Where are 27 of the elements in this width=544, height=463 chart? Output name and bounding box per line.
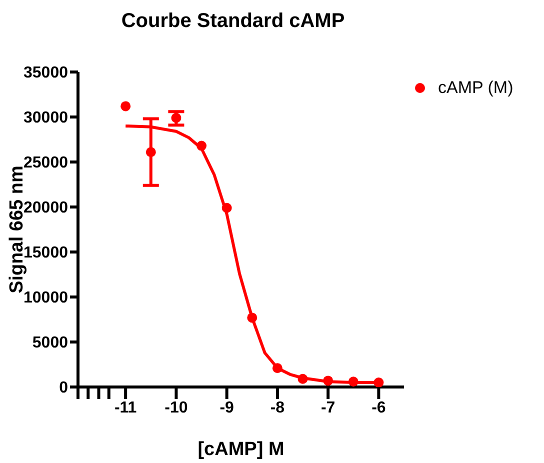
chart-title: Courbe Standard cAMP bbox=[120, 10, 346, 33]
legend-label: cAMP (M) bbox=[438, 78, 514, 98]
point bbox=[171, 112, 182, 123]
x-axis-title: [cAMP] M bbox=[198, 439, 284, 460]
x-tick-label: -6 bbox=[372, 399, 386, 416]
y-tick-label: 15000 bbox=[24, 244, 68, 262]
y-tick-label: 30000 bbox=[24, 110, 68, 127]
point bbox=[146, 147, 156, 158]
y-tick-label: 10000 bbox=[24, 290, 68, 307]
y-tick-label: 25000 bbox=[24, 154, 68, 172]
y-tick-label: 5000 bbox=[32, 334, 68, 352]
x-tick-label: -8 bbox=[270, 399, 285, 416]
x-tick-label: -10 bbox=[164, 399, 188, 416]
point bbox=[196, 140, 207, 151]
point bbox=[247, 312, 258, 323]
point bbox=[120, 101, 131, 112]
point bbox=[298, 374, 308, 384]
y-tick-label: 0 bbox=[59, 380, 68, 397]
x-tick-label: -11 bbox=[114, 399, 137, 416]
point bbox=[348, 376, 358, 387]
point bbox=[374, 378, 384, 387]
point bbox=[323, 376, 334, 386]
y-tick-label: 35000 bbox=[24, 64, 68, 82]
point bbox=[272, 363, 282, 374]
point bbox=[222, 202, 232, 213]
x-tick-label: -7 bbox=[320, 399, 336, 416]
x-tick-label: -9 bbox=[220, 399, 234, 416]
